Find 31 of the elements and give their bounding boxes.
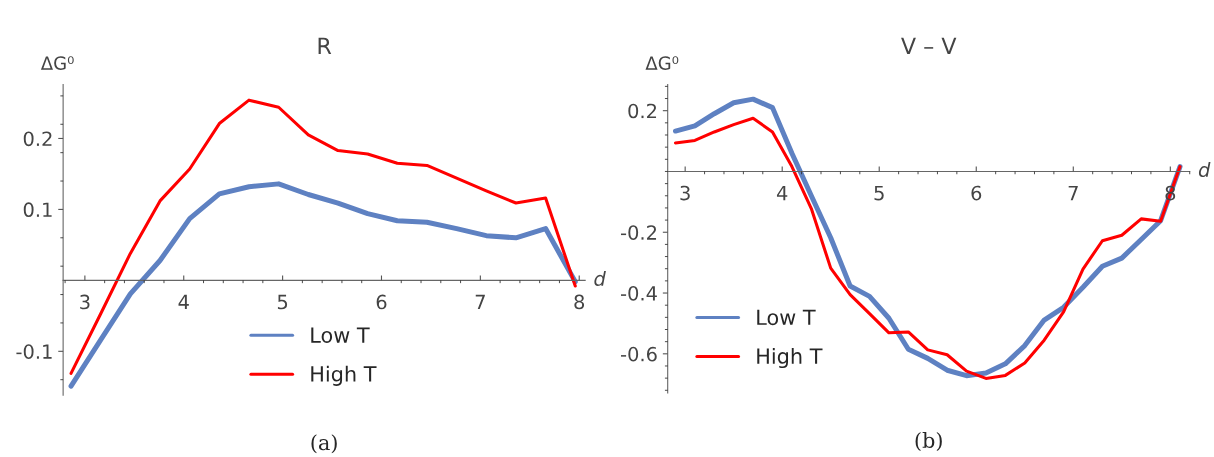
chart-title: V – V [901,37,957,54]
legend-label: Low T [757,309,816,326]
y-axis-title: ΔG⁰ [40,56,74,70]
legend-label: Low T [311,327,370,343]
legend-label: High T [311,365,377,386]
x-tick-label: 5 [874,185,884,201]
x-axis-title: d [594,270,606,287]
x-tick-label: 8 [1165,185,1176,201]
legend-label: High T [757,347,823,369]
x-tick-label: 8 [574,294,585,310]
x-tick-label: 6 [376,294,387,310]
y-tick-label: -0.1 [16,344,52,359]
x-tick-label: 3 [80,294,90,310]
x-axis-title: d [1198,162,1211,178]
x-tick-label: 4 [776,185,788,201]
x-tick-label: 3 [680,185,690,201]
x-tick-label: 5 [277,294,288,310]
x-tick-label: 4 [178,294,189,310]
text: (b) [915,431,942,451]
y-axis-title: ΔG⁰ [645,56,679,70]
y-tick-label: 0.2 [628,103,657,119]
y-tick-label: 0.2 [23,131,52,147]
x-tick-label: 6 [971,185,982,201]
y-tick-label: -0.6 [620,346,657,362]
y-tick-label: 0.1 [23,202,52,218]
y-tick-label: -0.2 [620,225,657,240]
chart-title: R [318,37,332,54]
x-tick-label: 7 [475,294,485,310]
y-tick-label: -0.4 [620,285,657,301]
text: (a) [311,434,337,454]
x-tick-label: 7 [1068,185,1078,201]
